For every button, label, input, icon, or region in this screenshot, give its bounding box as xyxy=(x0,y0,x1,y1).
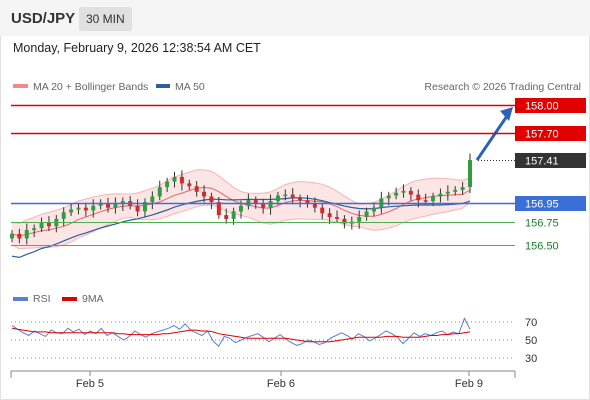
candle-body xyxy=(253,200,258,204)
ma50-line xyxy=(11,197,471,259)
candle-body xyxy=(32,228,37,231)
candle-body xyxy=(231,211,236,219)
candle-body xyxy=(468,160,472,188)
candle-body xyxy=(298,198,303,201)
candle-body xyxy=(135,205,140,212)
x-axis-ticks: Feb 5 Feb 6 Feb 9 xyxy=(76,371,483,390)
price-levels: 158.00 157.70 157.41 156.95 156.75 156.50 xyxy=(11,98,586,253)
level-label: 158.00 xyxy=(525,101,559,113)
candle-body xyxy=(165,181,170,188)
candle-body xyxy=(98,203,103,206)
candle-body xyxy=(113,203,118,208)
candle-body xyxy=(194,186,199,192)
candle-body xyxy=(209,196,214,203)
candle-body xyxy=(106,203,111,208)
legend-label-ma50: MA 50 xyxy=(175,81,205,93)
rsi-tick-label: 70 xyxy=(525,317,537,329)
candle-body xyxy=(357,217,362,222)
candle-body xyxy=(83,207,88,211)
candle-body xyxy=(91,205,96,211)
candle-body xyxy=(364,211,369,217)
legend-label-ma20: MA 20 + Bollinger Bands xyxy=(33,81,148,93)
candle-body xyxy=(69,209,74,213)
legend-label-9ma: 9MA xyxy=(82,293,104,305)
candle-body xyxy=(423,200,428,202)
candle-body xyxy=(394,192,399,196)
legend-swatch-9ma xyxy=(62,297,77,301)
legend-swatch-ma20 xyxy=(13,84,28,88)
candle-body xyxy=(408,190,413,195)
candle-body xyxy=(179,176,184,184)
x-tick-label: Feb 5 xyxy=(76,378,104,390)
candle-body xyxy=(327,213,332,217)
candle-body xyxy=(320,207,325,214)
candle-body xyxy=(275,195,280,202)
level-label: 156.95 xyxy=(525,199,559,211)
candle-body xyxy=(290,194,295,199)
symbol-title: USD/JPY xyxy=(11,10,76,27)
forecast-arrow-head xyxy=(500,107,513,121)
rsi-line xyxy=(11,317,471,348)
candle-body xyxy=(10,233,14,239)
candle-body xyxy=(157,187,162,197)
candle-body xyxy=(187,183,192,187)
candle-body xyxy=(76,207,81,210)
datetime-label: Monday, February 9, 2026 12:38:54 AM CET xyxy=(13,41,261,55)
rsi-9ma-line xyxy=(11,327,471,343)
candle-body xyxy=(39,222,44,229)
candle-body xyxy=(312,203,317,208)
rsi-tick-label: 30 xyxy=(525,353,537,365)
candle-body xyxy=(460,187,465,190)
candle-body xyxy=(24,230,29,239)
resistance-label-box xyxy=(515,98,586,113)
candle-body xyxy=(371,207,376,212)
candle-body xyxy=(239,205,243,212)
candle-body xyxy=(305,200,310,204)
candle-body xyxy=(224,215,229,219)
candle-body xyxy=(120,201,125,204)
candle-body xyxy=(202,191,207,197)
candle-body xyxy=(261,203,266,208)
header-bar: USD/JPY 30 MIN xyxy=(0,0,590,36)
level-label: 156.75 xyxy=(525,218,559,230)
level-label: 156.50 xyxy=(525,241,559,253)
candle-body xyxy=(335,217,340,219)
rsi-panel: 70 50 30 xyxy=(11,317,537,365)
candle-body xyxy=(46,222,51,227)
candle-body xyxy=(416,194,421,201)
candle-body xyxy=(150,196,155,203)
candle-body xyxy=(438,193,443,197)
rsi-tick-label: 50 xyxy=(525,335,537,347)
current-price-box xyxy=(515,153,586,168)
timeframe-button[interactable]: 30 MIN xyxy=(79,7,132,31)
candle-body xyxy=(283,194,288,197)
x-tick-label: Feb 9 xyxy=(455,378,483,390)
pivot-label-box xyxy=(515,196,586,211)
candle-body xyxy=(216,202,221,216)
level-label: 157.70 xyxy=(525,129,559,141)
candle-body xyxy=(431,196,436,202)
level-label: 157.41 xyxy=(525,156,559,168)
candle-body xyxy=(386,195,391,199)
candle-body xyxy=(61,212,66,219)
legend-swatch-rsi xyxy=(13,297,28,301)
bollinger-upper-line xyxy=(11,169,471,224)
candle-body xyxy=(268,201,273,208)
candle-body xyxy=(401,190,406,193)
candle-body xyxy=(453,189,458,192)
legend-label-rsi: RSI xyxy=(33,293,51,305)
candle-body xyxy=(342,218,347,224)
candle-body xyxy=(445,191,450,194)
copyright-text: Research © 2026 Trading Central xyxy=(424,81,581,93)
resistance-label-box xyxy=(515,126,586,141)
forecast-arrow-shaft xyxy=(475,115,509,161)
candle-body xyxy=(17,233,22,239)
price-panel xyxy=(10,107,513,259)
candle-body xyxy=(142,202,147,212)
x-tick-label: Feb 6 xyxy=(267,378,295,390)
legend-swatch-ma50 xyxy=(156,84,170,88)
candle-body xyxy=(172,176,177,182)
